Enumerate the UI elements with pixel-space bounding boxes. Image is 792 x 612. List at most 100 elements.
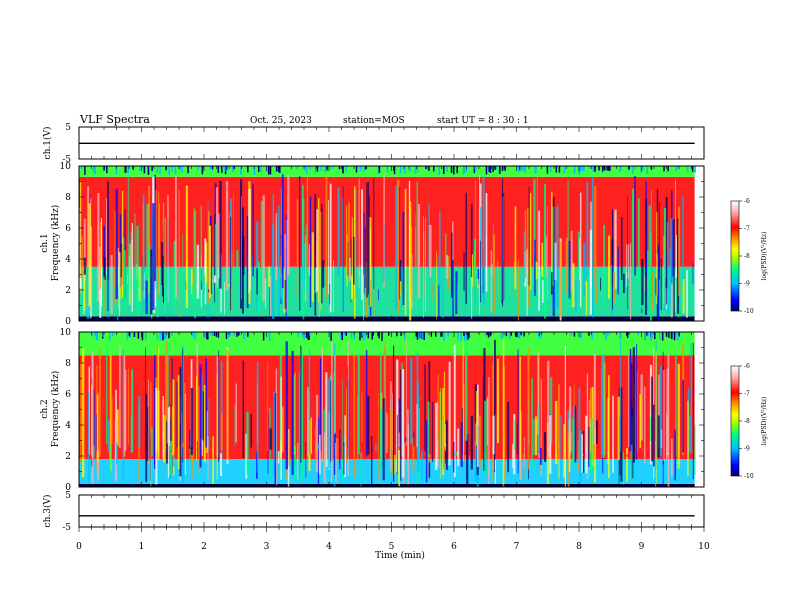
spectrogram-streak [692, 342, 694, 480]
spectrogram-streak [182, 233, 184, 298]
spectrogram-streak [655, 278, 657, 296]
spectrogram-streak [471, 277, 473, 319]
spectrogram-streak [325, 176, 328, 301]
spectrogram-streak [275, 368, 278, 486]
spectrogram-streak [535, 261, 538, 280]
spectrogram-streak [444, 424, 446, 452]
spectrogram-streak [245, 433, 248, 479]
ch1-ytick-4: 4 [65, 255, 71, 265]
spectrogram-streak [207, 435, 209, 480]
spectrogram-streak [617, 396, 620, 460]
spectrogram-speckle [510, 332, 512, 336]
spectrogram-streak [83, 218, 86, 281]
spectrogram-streak [442, 266, 444, 318]
spectrogram-speckle [96, 332, 99, 341]
spectrogram-speckle [671, 332, 673, 340]
spectrogram-streak [175, 175, 177, 298]
spectrogram-streak [216, 374, 218, 480]
spectrogram-streak [477, 384, 479, 467]
spectrogram-speckle [164, 332, 166, 340]
spectrogram-streak [650, 190, 653, 299]
spectrogram-streak [657, 415, 660, 458]
ch3-ylabel: ch.3(V) [42, 495, 53, 528]
spectrogram-speckle [179, 166, 181, 171]
spectrogram-streak [682, 379, 684, 453]
spectrogram-speckle [474, 166, 477, 170]
spectrogram-streak [368, 182, 370, 295]
spectrogram-streak [204, 238, 207, 305]
spectrogram-speckle [523, 166, 525, 172]
spectrogram-streak [651, 376, 653, 462]
spectrogram-speckle [115, 166, 118, 175]
spectrogram-streak [513, 419, 515, 450]
spectrogram-streak [358, 178, 360, 289]
spectrogram-streak [595, 420, 598, 444]
ch1-cb-tick-9: -9 [744, 281, 750, 288]
spectrogram-speckle [594, 166, 596, 172]
spectrogram-speckle [126, 332, 129, 340]
spectrogram-streak [663, 208, 667, 278]
spectrogram-streak [248, 189, 250, 294]
spectrogram-streak [560, 415, 562, 481]
ch1-spectrogram-ticks [78, 165, 705, 322]
spectrogram-speckle [430, 332, 433, 337]
spectrogram-streak [107, 280, 109, 318]
spectrogram-streak [147, 406, 149, 462]
spectrogram-streak [662, 369, 665, 461]
spectrogram-streak [179, 424, 181, 446]
ch1-ytick-bottom: -5 [62, 155, 71, 165]
spectrogram-speckle [143, 166, 146, 174]
spectrogram-streak [173, 241, 176, 307]
spectrogram-speckle [654, 332, 656, 340]
spectrogram-streak [402, 211, 405, 305]
spectrogram-streak [507, 401, 510, 473]
spectrogram-streak [455, 271, 458, 315]
ch2-spec-ylabel-freq: Frequency (kHz) [50, 371, 61, 448]
spectrogram-streak [154, 427, 156, 465]
spectrogram-streak [549, 414, 552, 474]
spectrogram-streak [466, 433, 469, 487]
spectrogram-streak [337, 187, 340, 276]
spectrogram-streak [325, 372, 328, 468]
spectrogram-speckle [418, 332, 420, 338]
spectrogram-band [79, 316, 695, 321]
spectrogram-streak [269, 286, 271, 321]
spectrogram-streak [470, 415, 473, 470]
spectrogram-speckle [579, 332, 582, 339]
ch2-ytick-8: 8 [65, 359, 71, 369]
spectrogram-streak [383, 225, 385, 282]
spectrogram-streak [694, 424, 696, 476]
spectrogram-streak [539, 274, 542, 285]
spectrogram-speckle [229, 332, 231, 337]
spectrogram-streak [497, 260, 499, 301]
spectrogram-streak [83, 257, 86, 275]
spectrogram-speckle [637, 332, 639, 336]
spectrogram-streak [626, 448, 628, 482]
spectrogram-streak [130, 231, 132, 287]
time-axis: 0 1 2 3 4 5 6 7 8 9 10 Time (min) [76, 542, 710, 561]
spectrogram-streak [320, 211, 322, 311]
spectrogram-streak [114, 210, 117, 304]
spectrogram-streak [307, 387, 309, 456]
spectrogram-streak [474, 423, 478, 482]
spectrogram-speckle [500, 332, 503, 339]
spectrogram-streak [333, 434, 336, 475]
spectrogram-speckle [106, 166, 108, 174]
spectrogram-streak [250, 413, 253, 448]
spectrogram-streak [119, 345, 121, 449]
spectrogram-streak [274, 393, 277, 486]
spectrogram-speckle [423, 332, 425, 340]
spectrogram-speckle [626, 332, 628, 336]
spectrogram-speckle [247, 166, 249, 173]
spectrogram-speckle [212, 332, 214, 336]
spectrogram-speckle [353, 332, 356, 340]
spectrogram-streak [116, 442, 118, 465]
spectrogram-streak [641, 258, 644, 305]
spectrogram-speckle [642, 166, 644, 171]
spectrogram-streak [96, 414, 98, 452]
spectrogram-speckle [144, 332, 147, 340]
spectrogram-speckle [132, 166, 134, 170]
spectrogram-speckle [266, 166, 268, 173]
spectrogram-speckle [277, 166, 280, 173]
spectrogram-streak [591, 418, 593, 472]
